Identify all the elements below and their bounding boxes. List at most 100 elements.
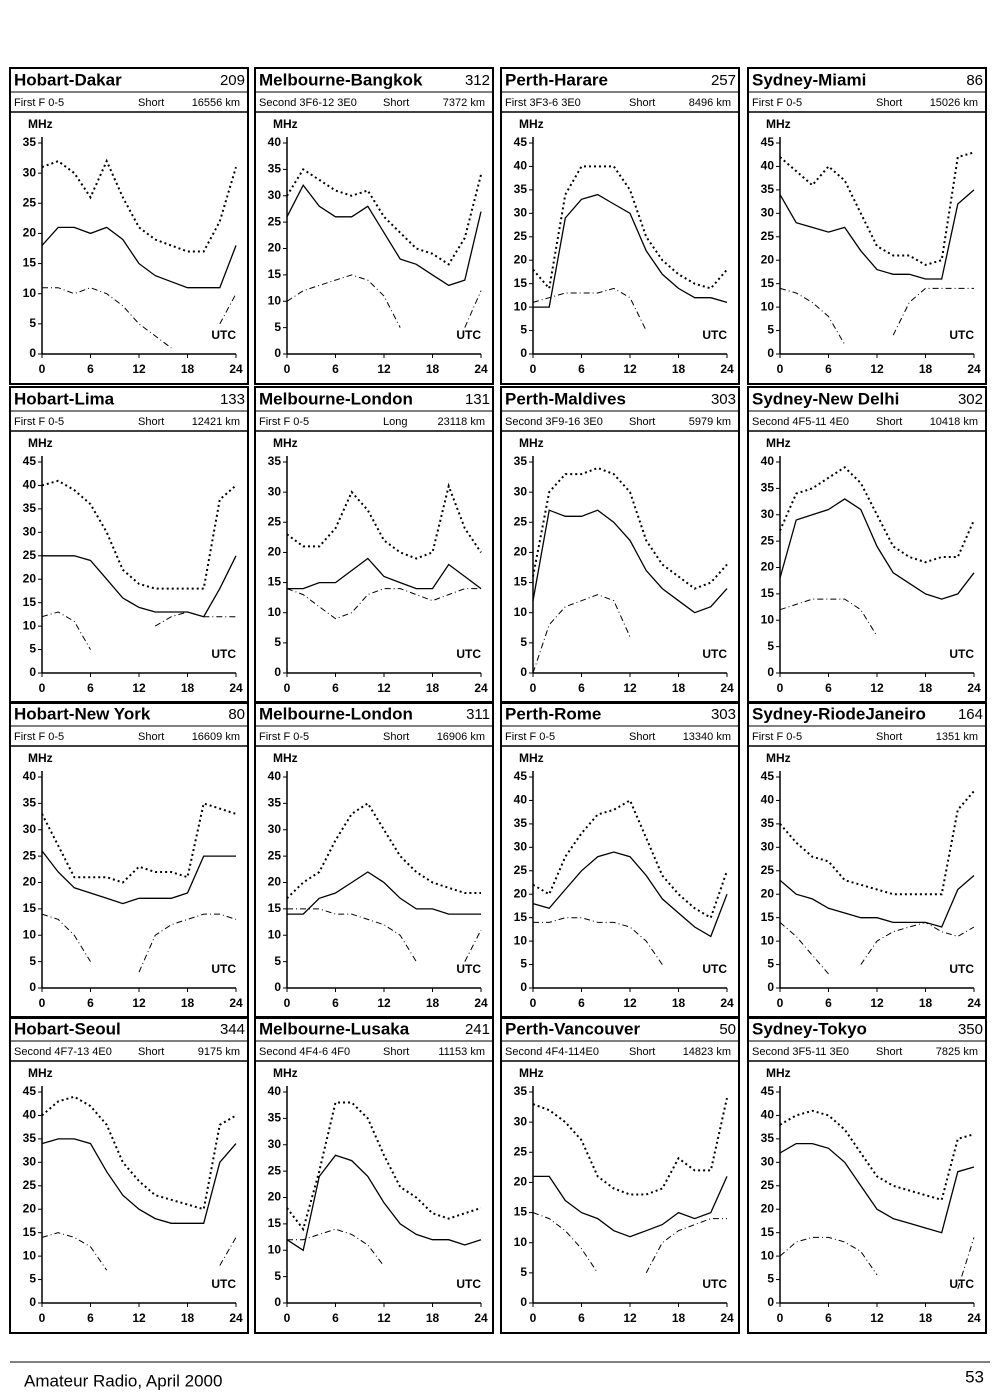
x-tick-label: 6 bbox=[578, 1311, 585, 1325]
y-tick-label: 10 bbox=[23, 618, 37, 632]
series-line bbox=[779, 466, 975, 564]
x-tick-label: 18 bbox=[919, 996, 933, 1010]
path: Short bbox=[876, 731, 902, 743]
chart-title: Sydney-Miami bbox=[752, 70, 866, 89]
chart: Hobart-New York 80 First F 0-5 Short 16609 k… bbox=[9, 701, 249, 1019]
y-tick-label: 25 bbox=[23, 195, 37, 209]
chart: Perth-Rome 303 First F 0-5 Short 13340 km MHz… bbox=[500, 701, 740, 1019]
series-line bbox=[779, 790, 975, 896]
y-tick-label: 20 bbox=[761, 1201, 775, 1215]
x-tick-label: 18 bbox=[672, 681, 686, 695]
y-tick-label: 40 bbox=[268, 1084, 282, 1098]
series-line bbox=[779, 875, 975, 928]
series-line bbox=[41, 611, 236, 650]
x-axis-label: UTC bbox=[702, 647, 727, 661]
series-line bbox=[779, 151, 975, 266]
y-tick-label: 15 bbox=[23, 595, 37, 609]
x-tick-label: 12 bbox=[623, 996, 637, 1010]
x-tick-label: 6 bbox=[87, 1311, 94, 1325]
series-line bbox=[532, 594, 631, 674]
y-tick-label: 10 bbox=[268, 927, 282, 941]
x-tick-label: 24 bbox=[720, 681, 734, 695]
y-tick-label: 10 bbox=[23, 1248, 37, 1262]
x-tick-label: 18 bbox=[426, 1311, 440, 1325]
y-tick-label: 40 bbox=[761, 793, 775, 807]
x-tick-label: 6 bbox=[87, 362, 94, 376]
distance: 10418 km bbox=[930, 416, 978, 428]
circuit-number: 241 bbox=[465, 1021, 490, 1038]
distance: 12421 km bbox=[192, 416, 240, 428]
y-tick-label: 15 bbox=[761, 910, 775, 924]
x-tick-label: 12 bbox=[132, 681, 146, 695]
distance: 16556 km bbox=[192, 97, 240, 109]
y-tick-label: 30 bbox=[268, 188, 282, 202]
chart-title: Hobart-Dakar bbox=[14, 70, 122, 89]
y-tick-label: 5 bbox=[29, 642, 36, 656]
x-tick-label: 12 bbox=[377, 1311, 391, 1325]
y-tick-label: 25 bbox=[268, 514, 282, 528]
y-tick-label: 45 bbox=[23, 454, 37, 468]
circuit-number: 303 bbox=[711, 391, 736, 408]
x-axis-label: UTC bbox=[702, 962, 727, 976]
x-tick-label: 0 bbox=[530, 996, 537, 1010]
mode: First F 0-5 bbox=[14, 731, 64, 743]
x-tick-label: 24 bbox=[967, 1311, 981, 1325]
series-line bbox=[779, 189, 975, 280]
mode: Second 4F5-11 4E0 bbox=[752, 416, 849, 428]
y-tick-label: 25 bbox=[761, 1178, 775, 1192]
panel-border bbox=[747, 1016, 987, 1334]
y-tick-label: 30 bbox=[23, 525, 37, 539]
y-axis-label: MHz bbox=[519, 117, 544, 131]
series-line bbox=[779, 1142, 975, 1234]
y-tick-label: 10 bbox=[268, 605, 282, 619]
y-tick-label: 20 bbox=[268, 875, 282, 889]
panel-border bbox=[254, 1016, 494, 1334]
chart: Melbourne-Bangkok 312 Second 3F6-12 3E0 Sho… bbox=[254, 67, 494, 385]
y-tick-label: 35 bbox=[761, 481, 775, 495]
x-axis-label: UTC bbox=[211, 1277, 236, 1291]
x-axis-label: UTC bbox=[949, 1277, 974, 1291]
y-tick-label: 0 bbox=[274, 665, 281, 679]
y-tick-label: 30 bbox=[514, 206, 528, 220]
mode: First F 0-5 bbox=[505, 731, 555, 743]
y-tick-label: 45 bbox=[514, 769, 528, 783]
series-line bbox=[286, 1101, 482, 1232]
series-line bbox=[287, 908, 482, 962]
x-tick-label: 24 bbox=[720, 996, 734, 1010]
series-line bbox=[533, 193, 728, 308]
y-axis-label: MHz bbox=[519, 436, 544, 450]
chart: Perth-Harare 257 First 3F3-6 3E0 Short 8496 … bbox=[500, 67, 740, 385]
y-tick-label: 5 bbox=[520, 323, 527, 337]
x-tick-label: 0 bbox=[530, 1311, 537, 1325]
series-line bbox=[779, 598, 878, 637]
series-line bbox=[532, 466, 728, 590]
x-tick-label: 6 bbox=[825, 681, 832, 695]
y-tick-label: 15 bbox=[514, 1205, 528, 1219]
x-tick-label: 0 bbox=[39, 362, 46, 376]
y-tick-label: 0 bbox=[274, 980, 281, 994]
mode: First F 0-5 bbox=[752, 731, 802, 743]
y-tick-label: 40 bbox=[23, 478, 37, 492]
x-tick-label: 24 bbox=[229, 996, 243, 1010]
series-line bbox=[287, 871, 481, 915]
y-tick-label: 40 bbox=[23, 769, 37, 783]
distance: 14823 km bbox=[683, 1046, 731, 1058]
y-tick-label: 30 bbox=[514, 840, 528, 854]
series-line bbox=[42, 555, 237, 618]
chart-title: Melbourne-Bangkok bbox=[259, 70, 423, 89]
x-tick-label: 24 bbox=[474, 681, 488, 695]
y-tick-label: 30 bbox=[268, 1137, 282, 1151]
chart-title: Perth-Maldives bbox=[505, 389, 626, 408]
distance: 9175 km bbox=[198, 1046, 240, 1058]
x-tick-label: 12 bbox=[870, 681, 884, 695]
series-line bbox=[286, 588, 481, 620]
circuit-number: 50 bbox=[719, 1021, 736, 1038]
y-tick-label: 35 bbox=[514, 816, 528, 830]
y-tick-label: 20 bbox=[514, 886, 528, 900]
y-tick-label: 5 bbox=[274, 1269, 281, 1283]
path: Short bbox=[383, 1046, 409, 1058]
y-tick-label: 0 bbox=[767, 346, 774, 360]
y-tick-label: 15 bbox=[268, 575, 282, 589]
y-tick-label: 5 bbox=[520, 635, 527, 649]
x-axis-label: UTC bbox=[456, 1277, 481, 1291]
